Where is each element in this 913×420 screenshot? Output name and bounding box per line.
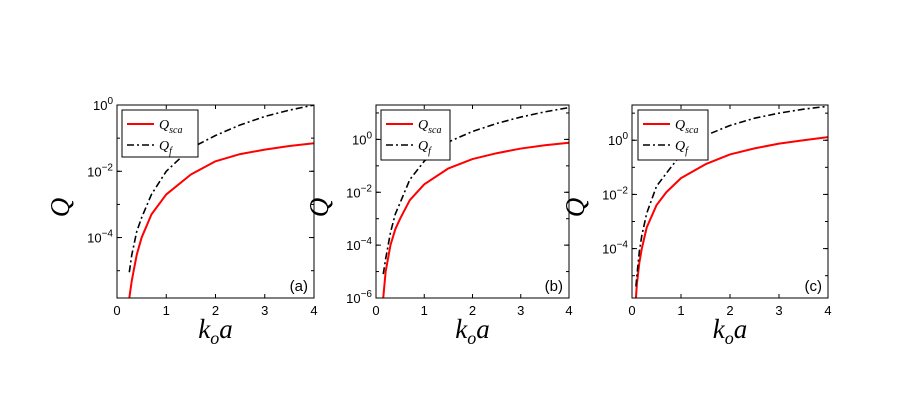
x-tick-label: 0 <box>372 303 379 318</box>
chart-panel-c: 0 1 2 3 4 10−4 10−2 100 (c) koa Q Qsca Qf <box>560 104 832 348</box>
series-line-q-sca <box>382 141 569 298</box>
panel-label: (b) <box>545 278 563 295</box>
series-line-q-f <box>382 106 569 275</box>
x-tick-label: 4 <box>565 303 572 318</box>
legend-label: Qf <box>159 139 173 157</box>
y-axis-title: Q <box>304 198 334 218</box>
chart-panel-a: 0 1 2 3 4 10−4 10−2 100 (a) koa Q Qsca Qf <box>45 96 318 348</box>
x-tick-label: 3 <box>261 303 268 318</box>
y-tick-label: 10−2 <box>602 185 628 202</box>
legend-label: Qsca <box>159 118 182 136</box>
x-axis-title: koa <box>198 314 232 348</box>
x-tick-label: 2 <box>212 303 219 318</box>
legend-box <box>637 109 709 161</box>
x-tick-label: 0 <box>113 303 120 318</box>
x-tick-label: 1 <box>163 303 170 318</box>
series-line-q-f <box>635 105 828 287</box>
series-line-q-sca <box>128 142 314 298</box>
x-tick-label: 4 <box>824 303 831 318</box>
series-line-q-sca <box>634 136 828 298</box>
legend-box <box>380 109 451 161</box>
y-tick-label: 10−2 <box>346 183 372 200</box>
legend: Qsca Qf <box>121 109 199 158</box>
y-tick-label: 10−4 <box>346 236 372 253</box>
legend: Qsca Qf <box>637 109 709 161</box>
x-axis-title: koa <box>713 314 747 348</box>
legend-label: Qsca <box>675 118 698 136</box>
chart-panel-b: 0 1 2 3 4 10−6 10−4 10−2 100 (b) koa Q Qsca Qf <box>304 104 573 348</box>
legend: Qsca Qf <box>380 109 451 161</box>
panel-label: (c) <box>805 278 823 295</box>
panel-label: (a) <box>290 278 308 295</box>
x-tick-label: 3 <box>775 303 782 318</box>
legend-box <box>121 109 199 158</box>
y-tick-label: 100 <box>93 96 113 113</box>
y-tick-label: 10−6 <box>346 289 372 306</box>
x-tick-label: 2 <box>469 303 476 318</box>
x-tick-label: 1 <box>421 303 428 318</box>
x-tick-label: 3 <box>517 303 524 318</box>
y-tick-label: 100 <box>352 130 372 147</box>
y-tick-label: 10−4 <box>87 229 113 246</box>
y-axis-title: Q <box>560 198 590 218</box>
y-tick-label: 100 <box>608 131 628 148</box>
y-tick-label: 10−4 <box>602 240 628 257</box>
x-tick-label: 1 <box>677 303 684 318</box>
y-tick-label: 10−2 <box>87 162 113 179</box>
x-tick-label: 4 <box>310 303 317 318</box>
legend-label: Qf <box>418 139 432 157</box>
x-axis-title: koa <box>455 314 489 348</box>
x-tick-label: 2 <box>726 303 733 318</box>
series-line-q-f <box>128 105 314 273</box>
legend-label: Qf <box>675 139 689 157</box>
legend-label: Qsca <box>418 118 441 136</box>
y-axis-title: Q <box>45 198 75 218</box>
x-tick-label: 0 <box>628 303 635 318</box>
